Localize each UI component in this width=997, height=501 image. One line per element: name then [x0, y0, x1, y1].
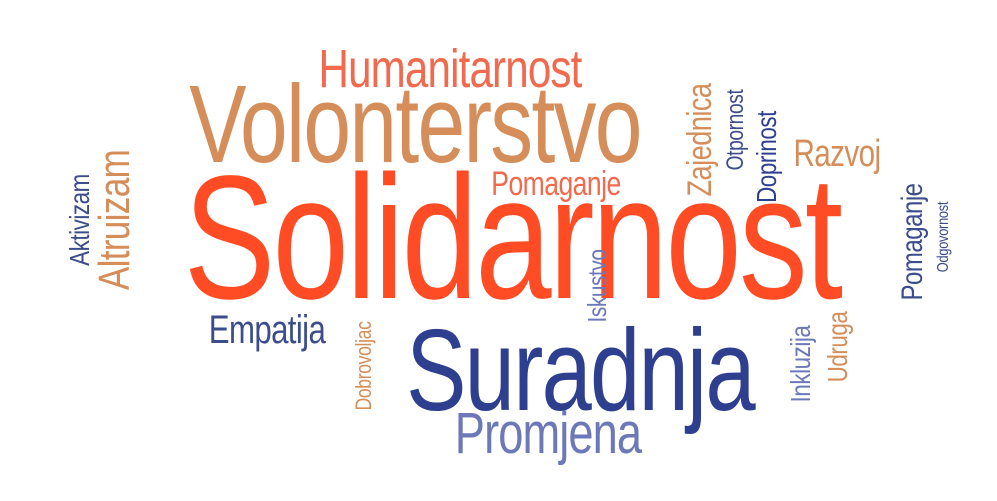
word-zajednica: Zajednica [681, 83, 719, 197]
word-volonterstvo: Volonterstvo [189, 63, 642, 186]
word-udruga: Udruga [822, 311, 853, 383]
word-empatija: Empatija [208, 308, 326, 352]
word-solidarnost: Solidarnost [183, 140, 843, 336]
word-humanitarnost: Humanitarnost [318, 39, 583, 99]
word-pomaganje-horizontal: Pomaganje [491, 165, 621, 203]
word-iskustvo: Iskustvo [582, 249, 612, 323]
word-aktivizam: Aktivizam [64, 174, 95, 266]
word-promjena: Promjena [454, 401, 642, 466]
word-inkluzija: Inkluzija [785, 325, 816, 403]
word-pomaganje-vertical: Pomaganje [896, 183, 929, 301]
word-dobrovoljac: Dobrovoljac [351, 321, 376, 411]
word-otpornost: Otpornost [722, 89, 749, 171]
word-odgovornost: Odgovornost [935, 201, 952, 273]
word-suradnja: Suradnja [406, 305, 756, 435]
word-doprinost: Doprinost [751, 111, 782, 203]
word-razvoj: Razvoj [793, 133, 881, 175]
word-altruizam: Altruizam [90, 149, 139, 291]
